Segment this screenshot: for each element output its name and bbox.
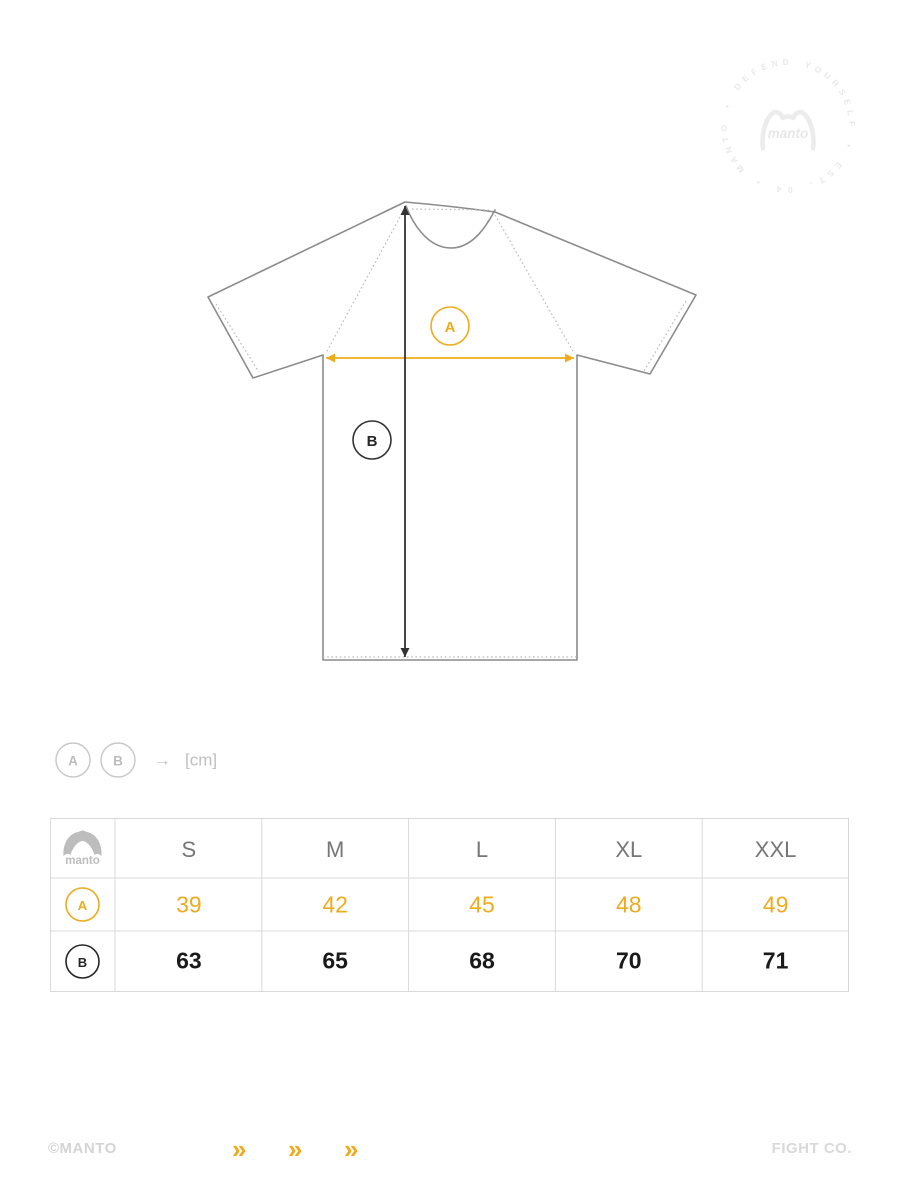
svg-text:©MANTO: ©MANTO — [48, 1140, 117, 1157]
svg-text:FIGHT CO.: FIGHT CO. — [772, 1140, 852, 1157]
svg-text:»: » — [232, 1134, 246, 1164]
svg-text:»: » — [344, 1134, 358, 1164]
svg-text:»: » — [288, 1134, 302, 1164]
